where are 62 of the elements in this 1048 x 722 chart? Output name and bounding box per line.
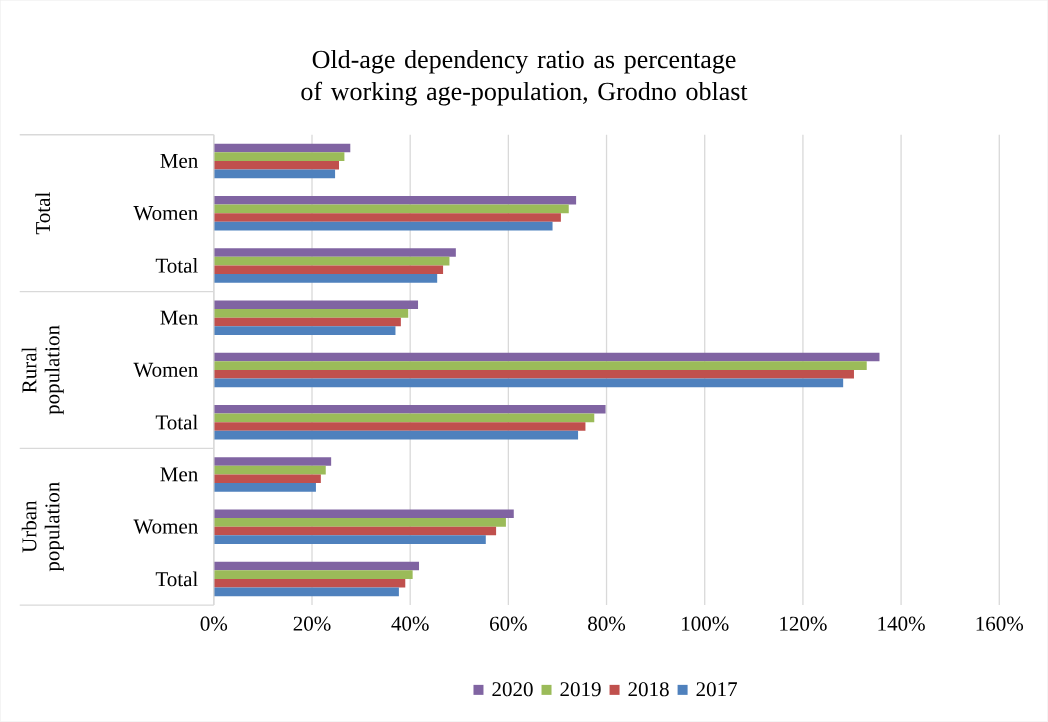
bar [213,361,867,370]
bar [213,274,438,283]
y-tick-label: Women [133,362,198,378]
y-tick-label: Women [133,519,198,534]
bar [213,161,340,170]
bar [213,570,413,580]
bar [213,152,345,161]
x-tick-label: 120% [780,616,827,631]
bar [213,535,486,544]
bar [213,518,506,527]
y-tick-label: Men [160,467,198,482]
text: Urban population [21,482,64,572]
bar [213,509,514,519]
bar [213,309,409,318]
bar [213,169,336,179]
x-tick-label: 80% [588,616,626,631]
x-tick-label: 60% [490,616,527,631]
y-tick-label: Women [133,206,198,221]
chart-title: Old-age dependency ratio as percentage of working age-population, Grodno oblast [301,49,748,106]
bar [213,221,553,231]
y-tick-label: Total [155,258,198,273]
bar [213,256,450,266]
y-tick-label: Total [155,571,198,587]
bar [213,378,844,388]
x-tick-label: 160% [976,616,1024,631]
bar [213,143,351,153]
bar [213,317,401,327]
y-tick-label: Men [160,310,198,325]
bar [213,405,606,414]
bar [213,213,561,222]
bar [213,422,586,431]
legend-label: 2019 [560,682,601,697]
bar [213,352,880,362]
bar [213,265,444,275]
y-tick-label: Men [160,154,198,168]
bar [213,413,595,423]
legend-label: 2018 [628,682,669,697]
x-tick-label: 100% [682,616,729,631]
x-tick-label: 40% [391,616,429,631]
bar [213,248,456,257]
text: Rural population [21,325,64,415]
bar [213,474,321,484]
bar [213,370,854,379]
bar [213,483,316,492]
bar [213,465,326,475]
bar [213,204,569,214]
bar [213,587,399,597]
bar [213,326,396,335]
bar [213,526,497,536]
bar [213,300,419,310]
y-tick-label: Total [155,414,198,430]
legend-label: 2017 [696,682,738,697]
bar [213,196,577,205]
bar [213,561,420,571]
bar [213,430,579,440]
x-tick-label: 0% [200,616,228,631]
bar [213,579,406,588]
x-tick-label: 20% [293,616,331,631]
legend-label: 2020 [492,682,533,697]
x-tick-label: 140% [878,616,925,631]
bar [213,457,332,466]
text: Total [35,192,51,235]
